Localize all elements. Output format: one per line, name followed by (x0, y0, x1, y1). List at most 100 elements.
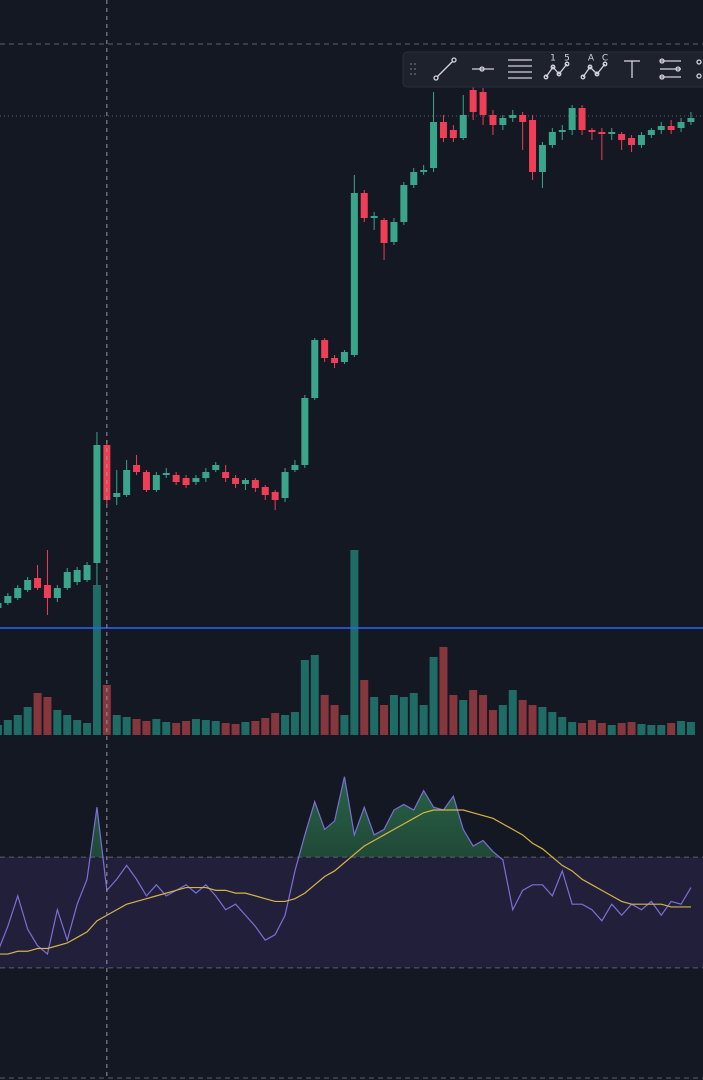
volume-bar (300, 660, 309, 735)
volume-bar (657, 725, 666, 735)
volume-bar (677, 721, 686, 735)
candle-body (370, 216, 378, 218)
candle-body (123, 470, 131, 495)
candle-body (142, 472, 150, 490)
volume-bar (627, 722, 636, 735)
candle-body (4, 596, 12, 603)
volume-bar (13, 715, 22, 735)
xabcd-pattern-tool[interactable] (543, 61, 570, 80)
candle-body (578, 108, 586, 130)
volume-bar (389, 695, 398, 735)
volume-bar (330, 705, 339, 735)
volume-bar (261, 718, 270, 735)
candle-body (0, 603, 2, 608)
rsi-line (0, 776, 692, 956)
candle-body (172, 475, 180, 482)
candle-body (232, 478, 240, 484)
candle-body (618, 134, 626, 140)
volume-bar (43, 697, 52, 735)
horizontal-ray-tool[interactable] (472, 66, 494, 72)
candle-body (93, 445, 101, 563)
candle-body (162, 473, 170, 475)
volume-bar (0, 725, 2, 735)
candle-body (469, 90, 477, 112)
candle-body (340, 352, 348, 362)
volume-bar (498, 705, 507, 735)
candle-body (291, 465, 299, 470)
volume-bar (637, 724, 646, 735)
candle-body (489, 115, 497, 125)
toolbar-label: 5 (564, 54, 570, 64)
volume-bar (607, 725, 616, 735)
volume-bar (528, 705, 537, 735)
candle-body (34, 578, 42, 588)
candle-body (410, 172, 418, 185)
more-tool[interactable] (696, 59, 702, 79)
volume-bar (3, 720, 12, 735)
volume-bar (63, 715, 72, 735)
volume-bar (429, 657, 438, 735)
volume-bar (617, 723, 626, 735)
volume-bar (33, 693, 42, 735)
volume-bar (132, 719, 141, 735)
candle-body (43, 585, 51, 598)
candle-body (380, 220, 388, 243)
candle-body (459, 115, 467, 138)
rsi-band (0, 857, 703, 968)
candle-body (331, 358, 339, 363)
candle-body (73, 570, 81, 582)
volume-bar (538, 707, 547, 735)
volume-bar (281, 715, 290, 735)
volume-bar (449, 695, 458, 735)
candle-body (350, 193, 358, 355)
volume-bar (122, 717, 131, 735)
candle-body (420, 170, 428, 172)
volume-bar (241, 722, 250, 735)
volume-bar (558, 717, 567, 735)
toolbar: 1 5 A C (402, 51, 703, 88)
rsi-overbought-fill (90, 776, 500, 858)
candle-body (63, 572, 71, 588)
candle-body (321, 340, 329, 358)
volume-bar (578, 723, 587, 735)
volume-bar (469, 690, 478, 735)
candle-body (212, 465, 220, 470)
candle-body (311, 340, 319, 398)
text-tool[interactable] (624, 60, 640, 78)
volume-bar (518, 700, 527, 735)
volume-bar (92, 585, 101, 735)
volume-bar (380, 705, 389, 735)
volume-bar (172, 723, 181, 735)
candle-body (301, 398, 309, 465)
candle-body (152, 475, 160, 490)
trend-line-tool[interactable] (433, 57, 457, 81)
candle-body (538, 145, 546, 172)
toolbar-label: A (588, 54, 595, 64)
fib-tool[interactable] (659, 58, 681, 80)
volume-bar (647, 725, 656, 735)
volume-bar (271, 713, 280, 735)
drag-handle (410, 63, 416, 75)
toolbar-label: C (602, 54, 608, 64)
parallel-channel-tool[interactable] (508, 59, 532, 79)
volume-bar (83, 723, 92, 735)
candle-body (192, 478, 200, 482)
candle-body (677, 122, 685, 128)
volume-bar (320, 695, 329, 735)
candle-body (360, 193, 368, 218)
volume-bar (53, 710, 62, 735)
volume-bar (686, 722, 695, 735)
volume-bar (211, 721, 220, 735)
candle-body (568, 108, 576, 130)
candle-body (202, 472, 210, 478)
candle-body (14, 588, 22, 598)
volume-bar (142, 721, 151, 735)
candle-body (449, 130, 457, 138)
volume-bar (370, 697, 379, 735)
abcd-pattern-tool[interactable] (580, 61, 608, 80)
volume-bar (231, 724, 240, 735)
volume-bar (459, 700, 468, 735)
